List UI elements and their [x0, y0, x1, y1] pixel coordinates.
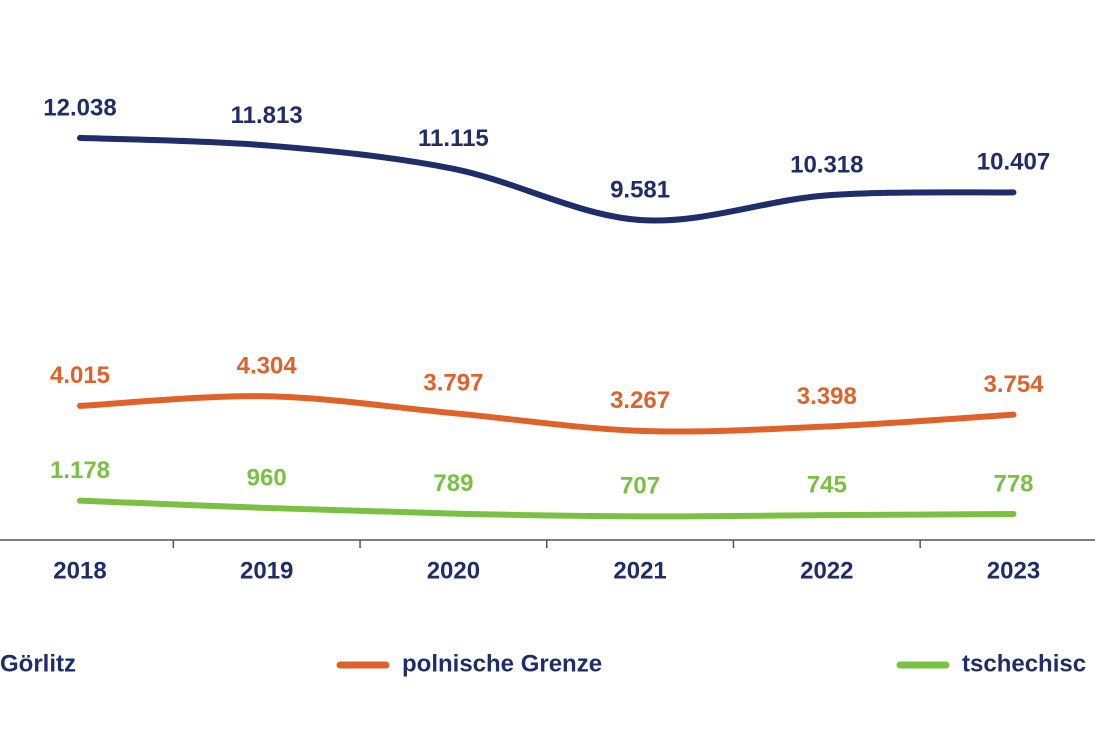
x-tick-label: 2023: [987, 557, 1040, 584]
series-line: [77, 393, 1017, 435]
data-label: 4.304: [237, 353, 298, 380]
data-label: 4.015: [50, 362, 110, 389]
data-label: 11.115: [418, 125, 489, 152]
legend-label: polnische Grenze: [402, 650, 602, 677]
x-tick-label: 2020: [427, 557, 480, 584]
legend-label: Görlitz: [0, 650, 76, 677]
data-label: 11.813: [231, 102, 303, 129]
data-label: 10.407: [977, 149, 1050, 176]
data-label: 778: [993, 470, 1033, 497]
data-label: 707: [620, 473, 660, 500]
data-label: 960: [247, 464, 287, 491]
series-line: [77, 134, 1017, 224]
data-label: 3.267: [610, 387, 670, 414]
data-label: 789: [433, 470, 473, 497]
data-label: 3.797: [423, 370, 483, 397]
data-label: 10.318: [790, 152, 863, 179]
data-label: 1.178: [50, 457, 110, 484]
series-line: [77, 497, 1017, 520]
x-tick-label: 2018: [53, 557, 106, 584]
x-tick-label: 2022: [800, 557, 853, 584]
data-label: 3.398: [797, 383, 857, 410]
data-label: 745: [807, 471, 847, 498]
data-label: 9.581: [610, 176, 670, 203]
data-label: 12.038: [43, 94, 116, 121]
data-label: 3.754: [983, 371, 1044, 398]
x-tick-label: 2019: [240, 557, 293, 584]
x-tick-label: 2021: [613, 557, 666, 584]
legend-label: tschechisc: [962, 650, 1086, 677]
